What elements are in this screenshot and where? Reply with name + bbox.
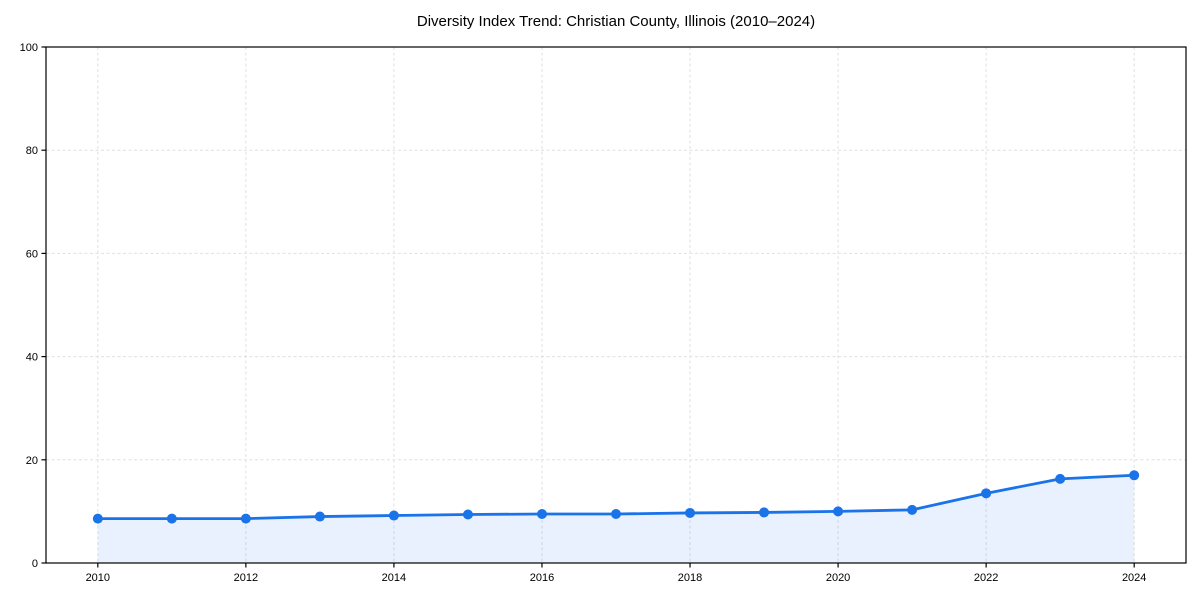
y-tick-label: 60 <box>26 248 38 260</box>
data-point <box>611 508 621 519</box>
data-point <box>92 513 103 524</box>
x-tick-label: 2012 <box>234 572 258 584</box>
area-fill <box>97 475 1135 563</box>
y-tick-label: 40 <box>26 352 38 364</box>
data-point <box>907 504 918 515</box>
data-point <box>1055 473 1066 484</box>
x-tick-label: 2010 <box>86 572 110 584</box>
y-tick-label: 0 <box>32 558 38 570</box>
chart-title: Diversity Index Trend: Christian County,… <box>416 13 816 30</box>
data-point <box>314 511 325 522</box>
y-tick-label: 100 <box>20 42 38 54</box>
data-point <box>685 507 696 518</box>
x-tick-label: 2020 <box>826 572 850 584</box>
x-tick-label: 2024 <box>1122 572 1146 584</box>
data-point <box>536 508 547 519</box>
data-point <box>166 513 177 524</box>
data-point <box>462 509 473 520</box>
data-point <box>833 506 844 517</box>
x-tick-label: 2018 <box>678 572 702 584</box>
data-point <box>240 513 251 524</box>
data-point <box>981 488 992 499</box>
plot-border <box>45 46 1187 564</box>
data-point <box>759 507 770 518</box>
x-tick-label: 2016 <box>530 572 554 584</box>
x-tick-label: 2022 <box>974 572 998 584</box>
y-tick-label: 20 <box>26 455 38 467</box>
data-point <box>388 510 399 521</box>
data-point <box>1129 470 1140 481</box>
x-tick-label: 2014 <box>382 572 406 584</box>
y-tick-label: 80 <box>26 145 38 157</box>
